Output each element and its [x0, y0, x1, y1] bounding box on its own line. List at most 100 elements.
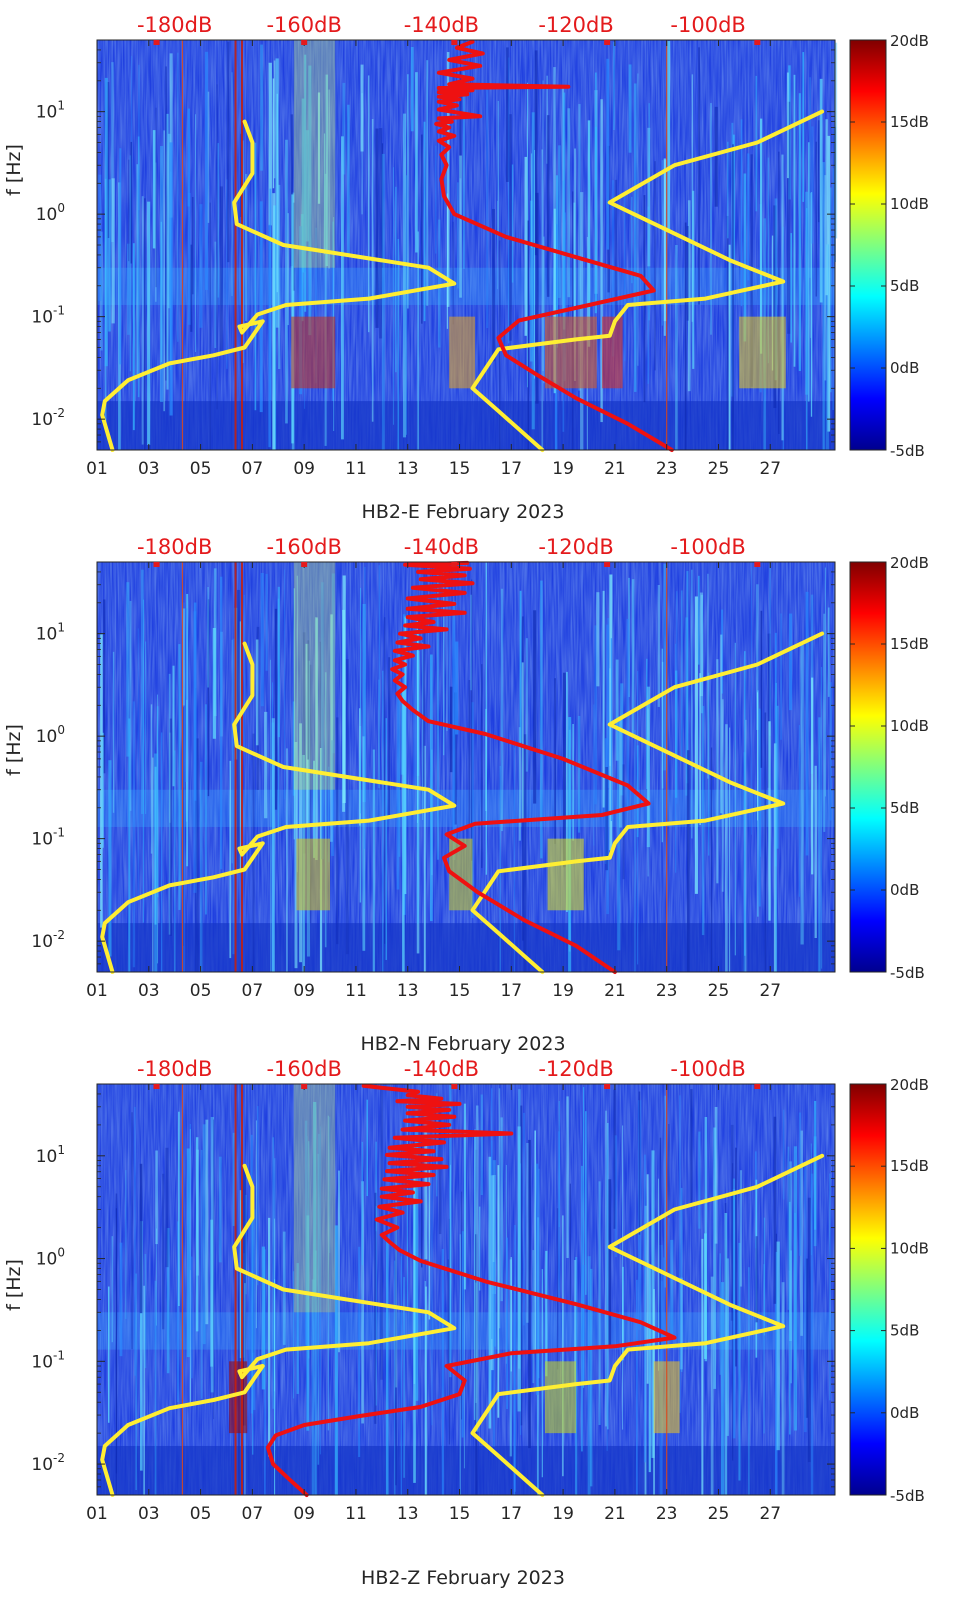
colorbar-label: 20dB: [890, 32, 929, 50]
y-tick-exponent: -2: [53, 406, 65, 420]
y-tick-exponent: -2: [53, 928, 65, 942]
top-db-marker: [153, 40, 160, 45]
top-db-label: -120dB: [538, 535, 613, 559]
colorbar-gradient: [849, 39, 887, 451]
spectrogram-storm: [291, 316, 336, 389]
x-tick-label: 07: [242, 1504, 264, 1524]
top-db-label: -140dB: [404, 13, 479, 37]
top-db-marker: [604, 40, 611, 45]
x-tick-label: 25: [708, 1504, 730, 1524]
y-tick-exponent: -1: [53, 826, 65, 840]
x-tick-label: 11: [345, 981, 367, 1001]
x-tick-label: 15: [449, 1504, 471, 1524]
overlay-curve-3: [434, 39, 674, 452]
x-tick-label: 13: [397, 981, 419, 1001]
top-db-marker: [301, 1084, 308, 1089]
x-tick-label: 03: [138, 459, 160, 479]
x-tick-label: 01: [86, 981, 108, 1001]
x-tick-label: 13: [397, 459, 419, 479]
overlay-curve-3: [265, 1083, 677, 1497]
top-db-marker: [301, 562, 308, 567]
overlay-curve-2: [470, 631, 825, 974]
x-tick-label: 17: [500, 981, 522, 1001]
spectrogram-broadband: [293, 1084, 336, 1313]
panel-z-spectrogram: [97, 1084, 835, 1495]
overlay-curve-1: [100, 1163, 457, 1497]
top-db-marker: [451, 1084, 458, 1089]
colorbar-label: 20dB: [890, 554, 929, 572]
top-db-label: -140dB: [404, 1057, 479, 1081]
panel-z-colorbar: 20dB 15dB 10dB 5dB 0dB -5dB: [849, 1076, 929, 1505]
y-tick-label: 10-1: [31, 1348, 65, 1372]
colorbar-label: 5dB: [890, 799, 919, 817]
spectrogram-storm: [449, 316, 476, 389]
panel-e-spectrogram: [97, 40, 838, 451]
colorbar-label: 10dB: [890, 1239, 929, 1257]
spectrogram-texture: [97, 1084, 835, 1495]
overlay-curve-2: [470, 109, 825, 452]
top-db-marker: [604, 562, 611, 567]
x-tick-label: 01: [86, 1504, 108, 1524]
x-tick-label: 05: [190, 981, 212, 1001]
colorbar-label: 0dB: [890, 881, 919, 899]
panel-n: 01 03 05 07 09 11 13 15 17 19 21 23 25 2710-210-11001…: [3, 535, 929, 1055]
x-tick-label: 01: [86, 459, 108, 479]
spectrogram-streaks: [100, 562, 832, 972]
overlay-curve-1: [100, 641, 457, 974]
top-db-label: -180dB: [137, 1057, 212, 1081]
y-tick-label: 10-2: [31, 1451, 65, 1475]
panel-n-axes: 01 03 05 07 09 11 13 15 17 19 21 23 25 2710-210-11001…: [31, 561, 836, 1001]
top-db-label: -160dB: [266, 1057, 341, 1081]
colorbar-label: 0dB: [890, 359, 919, 377]
colorbar-label: 15dB: [890, 1157, 929, 1175]
spectrogram-storm: [449, 838, 473, 911]
top-db-marker: [754, 40, 761, 45]
spectrogram-storm: [544, 1361, 577, 1434]
spectrogram-storm: [547, 838, 584, 911]
top-db-label: -140dB: [404, 535, 479, 559]
panel-n-db-labels: -180dB -160dB -140dB -120dB -100dB: [137, 535, 761, 567]
y-tick-label: 100: [36, 201, 65, 225]
top-db-marker: [754, 562, 761, 567]
x-tick-label: 17: [500, 1504, 522, 1524]
colorbar-gradient: [849, 561, 887, 973]
colorbar-gradient: [849, 1083, 887, 1496]
panel-z-ylabel: f [Hz]: [3, 1259, 25, 1311]
y-tick-label: 10-2: [31, 406, 65, 430]
x-tick-label: 15: [449, 981, 471, 1001]
spectrogram-storm: [296, 838, 331, 911]
x-tick-label: 03: [138, 981, 160, 1001]
x-tick-label: 21: [604, 981, 626, 1001]
top-db-label: -100dB: [670, 535, 745, 559]
top-db-marker: [604, 1084, 611, 1089]
top-db-label: -180dB: [137, 535, 212, 559]
x-tick-label: 19: [552, 459, 574, 479]
x-tick-label: 21: [604, 1504, 626, 1524]
spectrogram-low-band: [97, 923, 835, 972]
x-tick-label: 09: [293, 1504, 315, 1524]
y-tick-exponent: -1: [53, 1348, 65, 1362]
spectrogram-microseism-band: [97, 789, 835, 827]
spectrogram-broadband: [293, 40, 336, 268]
top-db-marker: [153, 562, 160, 567]
x-tick-label: 15: [449, 459, 471, 479]
panel-e-xlabel: HB2-E February 2023: [362, 501, 565, 523]
colorbar-label: 5dB: [890, 277, 919, 295]
top-db-label: -120dB: [538, 1057, 613, 1081]
overlay-curve-2: [470, 1153, 825, 1497]
panel-e: 01 03 05 07 09 11 13 15 17 19 21 23 25 2710-210-11001…: [3, 13, 929, 523]
y-tick-exponent: 0: [57, 1246, 65, 1260]
panel-n-overlays: [100, 560, 825, 974]
y-tick-label: 101: [36, 621, 65, 645]
x-tick-label: 23: [656, 1504, 678, 1524]
y-tick-exponent: -2: [53, 1451, 65, 1465]
x-tick-label: 11: [345, 459, 367, 479]
x-tick-label: 05: [190, 1504, 212, 1524]
top-db-label: -180dB: [137, 13, 212, 37]
top-db-label: -160dB: [266, 535, 341, 559]
colorbar-label: 20dB: [890, 1076, 929, 1094]
x-tick-label: 09: [293, 981, 315, 1001]
top-db-label: -120dB: [538, 13, 613, 37]
spectrogram-storm: [544, 316, 597, 389]
